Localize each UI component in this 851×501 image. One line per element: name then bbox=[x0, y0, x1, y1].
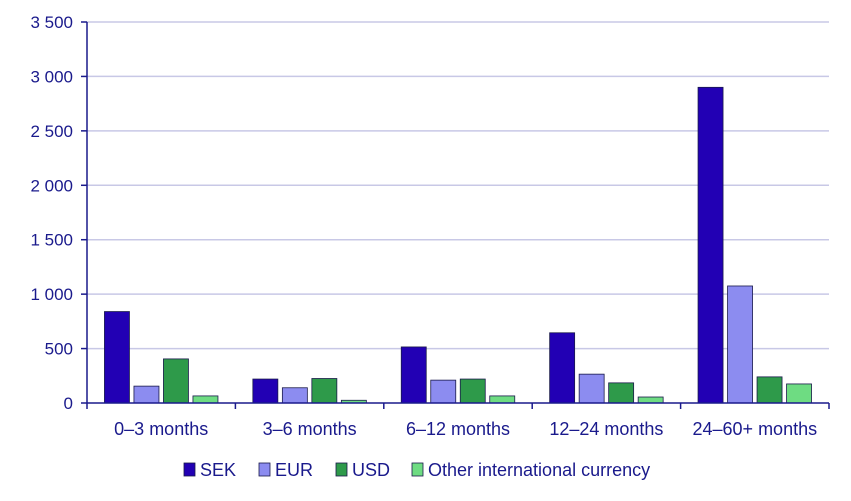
legend-swatch bbox=[411, 462, 424, 477]
y-tick-label: 2 500 bbox=[30, 122, 73, 141]
y-tick-label: 2 000 bbox=[30, 176, 73, 195]
legend-item: Other international currency bbox=[411, 460, 650, 480]
legend-label: USD bbox=[352, 460, 390, 480]
legend-label: Other international currency bbox=[428, 460, 650, 480]
y-axis-ticks: 0 500 1 000 1 500 2 000 2 500 3 000 3 500 bbox=[30, 13, 87, 413]
x-category-label: 12–24 months bbox=[549, 419, 663, 439]
x-category-label: 0–3 months bbox=[114, 419, 208, 439]
bar bbox=[727, 285, 753, 404]
legend-swatch bbox=[335, 462, 348, 477]
grid-lines bbox=[87, 21, 829, 350]
legend-label: EUR bbox=[275, 460, 313, 480]
bar bbox=[637, 396, 664, 404]
x-category-label: 24–60+ months bbox=[693, 419, 818, 439]
legend-item: EUR bbox=[258, 460, 313, 480]
legend-item: SEK bbox=[183, 460, 236, 480]
legend-swatch bbox=[258, 462, 271, 477]
legend: SEK EUR USD Other international currency bbox=[183, 460, 650, 480]
bar bbox=[697, 86, 724, 404]
y-tick-label: 1 000 bbox=[30, 285, 73, 304]
y-tick-label: 0 bbox=[64, 394, 73, 413]
bar bbox=[311, 378, 338, 404]
legend-swatch bbox=[183, 462, 196, 477]
bar bbox=[489, 395, 516, 404]
legend-item: USD bbox=[335, 460, 390, 480]
bar bbox=[578, 373, 605, 404]
bar bbox=[786, 383, 812, 404]
bar bbox=[756, 376, 783, 404]
bar bbox=[430, 379, 457, 404]
bar bbox=[549, 332, 576, 404]
y-tick-label: 3 000 bbox=[30, 67, 73, 86]
bar bbox=[192, 395, 219, 404]
legend-label: SEK bbox=[200, 460, 236, 480]
y-tick-label: 1 500 bbox=[30, 231, 73, 250]
x-category-label: 6–12 months bbox=[406, 419, 510, 439]
bar bbox=[252, 378, 279, 404]
bar bbox=[459, 378, 486, 404]
y-tick-label: 500 bbox=[45, 340, 73, 359]
bar bbox=[104, 311, 130, 404]
axes bbox=[86, 22, 830, 409]
x-axis-categories: 0–3 months 3–6 months 6–12 months 12–24 mon… bbox=[114, 419, 817, 439]
bar bbox=[400, 346, 427, 404]
bar bbox=[133, 385, 160, 404]
bar bbox=[163, 358, 189, 404]
y-tick-label: 3 500 bbox=[30, 13, 73, 32]
bar bbox=[281, 387, 308, 404]
bar bbox=[608, 382, 635, 404]
x-category-label: 3–6 months bbox=[263, 419, 357, 439]
bars bbox=[104, 86, 812, 404]
